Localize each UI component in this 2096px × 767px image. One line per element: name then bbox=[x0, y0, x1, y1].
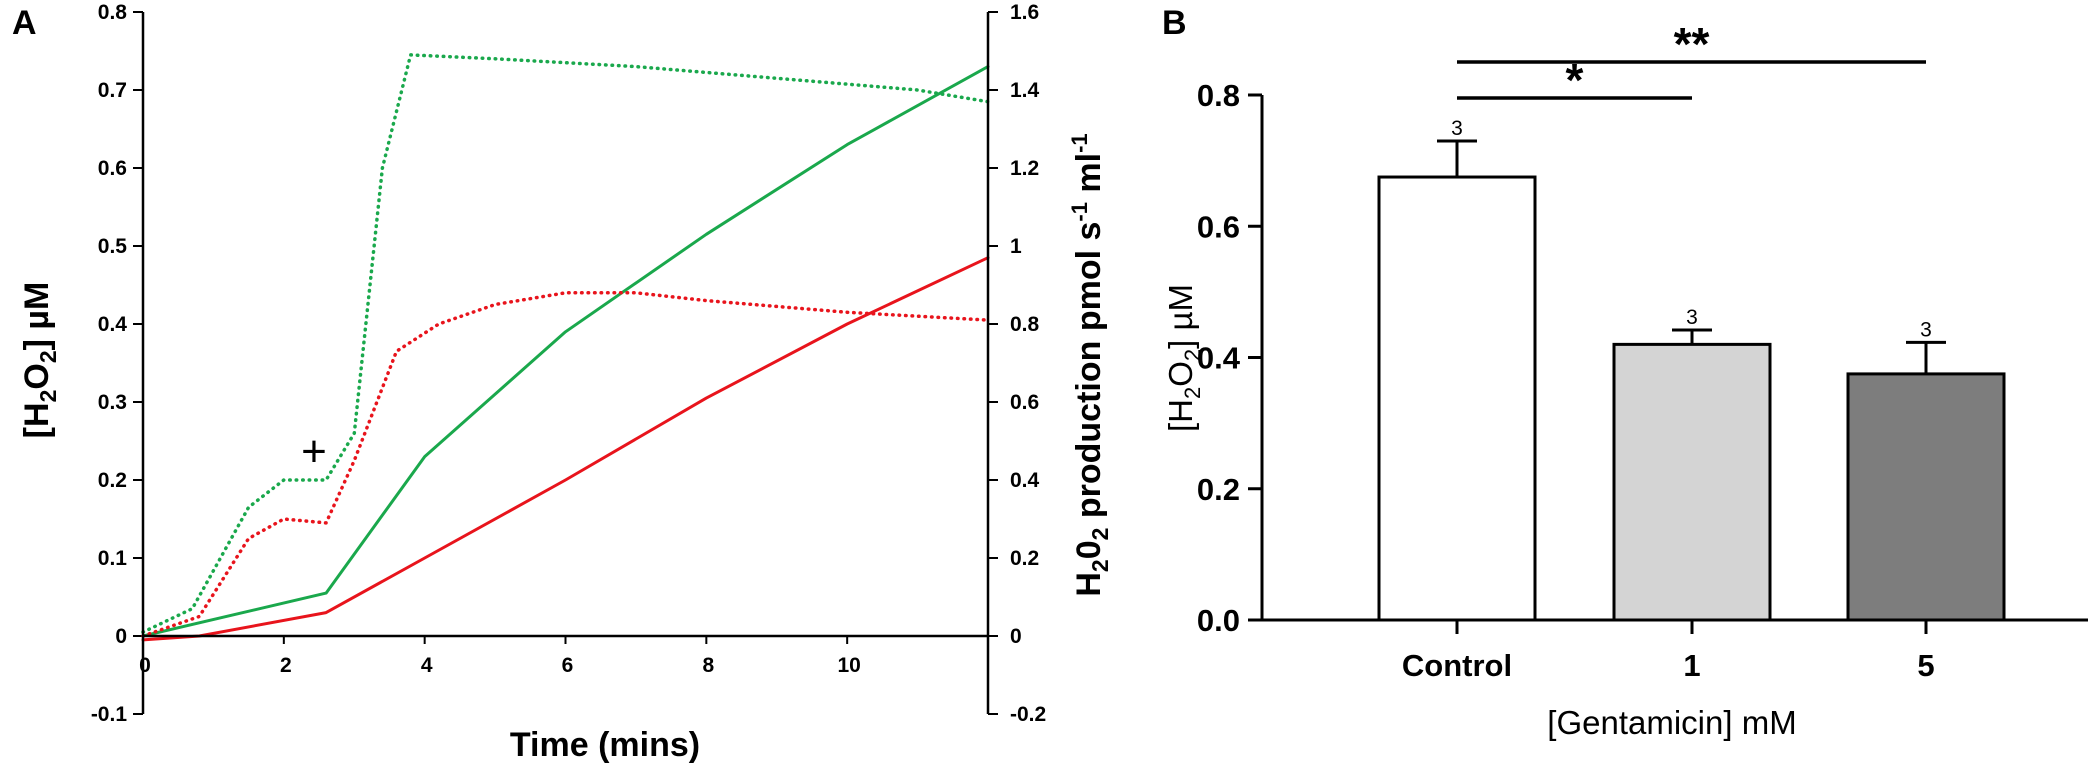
chart-a-series-line bbox=[141, 256, 990, 642]
chart-b-x-label: [Gentamicin] mM bbox=[1547, 704, 1796, 741]
chart-b-y-tick-label: 0.4 bbox=[1197, 341, 1241, 376]
chart-a-series-line bbox=[141, 53, 990, 634]
chart-a-right-tick-label: 1 bbox=[1010, 235, 1022, 258]
chart-b-y-label: [H2O2] µM bbox=[1162, 284, 1205, 432]
chart-a-right-tick-label: 0.4 bbox=[1010, 469, 1040, 492]
chart-a-right-tick-label: 0.2 bbox=[1010, 547, 1039, 570]
chart-b-ticks: 0.0 0.2 0.4 0.6 0.8 bbox=[1197, 78, 1262, 638]
chart-b-y-tick-label: 0.8 bbox=[1197, 78, 1240, 113]
chart-a-y-label-right: H202 production pmol s-1 ml-1 bbox=[1067, 133, 1113, 596]
chart-a-right-tick-label: 1.4 bbox=[1010, 79, 1040, 102]
chart-a-y-label-left: [H2O2] µM bbox=[18, 282, 61, 439]
chart-a-x-tick-label: 4 bbox=[421, 654, 433, 677]
panel-label-a: A bbox=[12, 4, 37, 42]
chart-a-x-tick-label: 0 bbox=[139, 654, 151, 677]
chart-b-y-tick-label: 0.2 bbox=[1197, 472, 1240, 507]
chart-b-y-tick-label: 0.6 bbox=[1197, 209, 1240, 244]
chart-b-bar bbox=[1377, 175, 1537, 622]
chart-a-left-tick-label: 0.4 bbox=[98, 313, 128, 336]
chart-a-left-tick-label: 0.1 bbox=[98, 547, 128, 570]
chart-a-right-tick-label: 0.8 bbox=[1010, 313, 1040, 336]
chart-a-left-tick-label: 0.6 bbox=[98, 157, 127, 180]
chart-a-left-tick-label: 0 bbox=[115, 625, 127, 648]
chart-a-right-tick-label: 0 bbox=[1010, 625, 1022, 648]
chart-b-bars: 3 Control 3 1 3 5 bbox=[1377, 117, 2006, 683]
chart-a-left-tick-label: 0.5 bbox=[98, 235, 128, 258]
chart-a-x-tick-label: 8 bbox=[702, 654, 714, 677]
chart-a-annotation: + bbox=[301, 427, 327, 476]
chart-a: -0.1 0 0.1 0.2 0.3 0.4 0.5 0.6 0.7 0.8 -0.2 0 0.2 0.4… bbox=[18, 1, 1113, 764]
chart-a-left-tick-label: 0.8 bbox=[98, 1, 128, 24]
chart-b-bar bbox=[1846, 372, 2006, 622]
chart-a-series bbox=[141, 53, 990, 642]
chart-a-right-tick-label: 1.6 bbox=[1010, 1, 1039, 24]
chart-b-y-tick-label: 0.0 bbox=[1197, 603, 1240, 638]
chart-b-x-tick-label: Control bbox=[1402, 648, 1512, 683]
chart-b-n-label: 3 bbox=[1686, 306, 1698, 329]
chart-a-left-tick-label: -0.1 bbox=[91, 703, 128, 726]
chart-b-n-label: 3 bbox=[1920, 318, 1932, 341]
chart-a-x-tick-label: 10 bbox=[837, 654, 860, 677]
chart-a-right-tick-label: 1.2 bbox=[1010, 157, 1039, 180]
chart-b-significance-label: ** bbox=[1674, 18, 1710, 70]
chart-a-x-tick-label: 2 bbox=[280, 654, 292, 677]
chart-a-left-tick-label: 0.7 bbox=[98, 79, 127, 102]
chart-a-x-tick-label: 6 bbox=[562, 654, 574, 677]
chart-b-x-tick-label: 1 bbox=[1683, 648, 1700, 683]
chart-a-left-tick-label: 0.2 bbox=[98, 469, 127, 492]
chart-a-ticks: -0.1 0 0.1 0.2 0.3 0.4 0.5 0.6 0.7 0.8 -0.2 0 0.2 0.4… bbox=[91, 1, 1046, 726]
chart-a-right-tick-label: -0.2 bbox=[1010, 703, 1046, 726]
chart-a-annotation-plus: + bbox=[301, 427, 327, 476]
panel-label-b: B bbox=[1162, 4, 1187, 42]
chart-a-series-line bbox=[141, 65, 990, 638]
chart-b-n-label: 3 bbox=[1451, 117, 1463, 140]
chart-a-left-tick-label: 0.3 bbox=[98, 391, 127, 414]
chart-b-significance: *** bbox=[1457, 18, 1926, 106]
chart-a-series-line bbox=[141, 291, 990, 638]
chart-a-right-tick-label: 0.6 bbox=[1010, 391, 1039, 414]
chart-a-x-label: Time (mins) bbox=[510, 726, 700, 764]
chart-b-significance-label: * bbox=[1566, 54, 1584, 106]
chart-b-bar bbox=[1612, 342, 1772, 622]
chart-b-x-tick-label: 5 bbox=[1917, 648, 1934, 683]
